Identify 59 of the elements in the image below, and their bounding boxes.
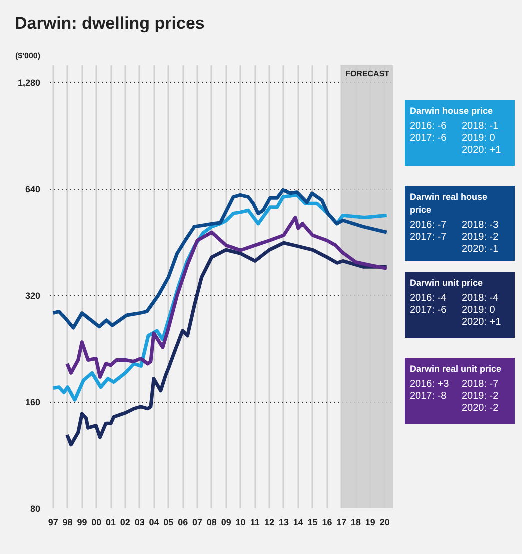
x-tick-label: 09 [221, 518, 232, 528]
text: Darwin real unit price [410, 363, 503, 376]
text: 2020: -2 [462, 402, 499, 415]
text: 2020: -1 [462, 244, 499, 256]
x-tick-label: 01 [106, 518, 116, 528]
y-tick-label: 640 [25, 184, 41, 195]
x-tick-label: 14 [293, 518, 304, 528]
x-tick-label: 15 [308, 518, 318, 528]
x-tick-label: 98 [62, 518, 73, 528]
x-tick-label: 97 [48, 518, 58, 528]
text: 2017: -6 [410, 304, 448, 317]
x-tick-label: 05 [164, 518, 174, 528]
x-tick-label: 03 [134, 518, 145, 528]
text: 2017: -7 [410, 232, 448, 244]
x-tick-label: 07 [192, 518, 203, 528]
text: 2016: -4 [410, 292, 448, 305]
text: 2018: -1 [462, 120, 500, 133]
text: 2016: +3 [410, 378, 450, 391]
text: 2019: -2 [462, 232, 499, 244]
x-tick-label: 02 [120, 518, 130, 528]
text: Darwin real house price [410, 191, 489, 217]
text: 2019: 0 [462, 132, 496, 145]
x-tick-label: 99 [77, 518, 88, 528]
y-tick-label: 320 [25, 291, 41, 302]
y-tick-label: 1,280 [18, 78, 41, 88]
x-tick-label: 16 [322, 518, 332, 528]
text: 2017: -6 [410, 132, 448, 145]
y-axis-title: ($'000) [16, 52, 41, 60]
x-tick-label: 00 [92, 518, 102, 528]
text: 2020: +1 [462, 316, 502, 329]
text: 2018: -4 [462, 292, 500, 305]
x-tick-label: 13 [278, 518, 289, 528]
x-tick-label: 18 [351, 518, 362, 528]
text: 2019: 0 [462, 304, 496, 317]
text: 2018: -7 [462, 378, 499, 391]
text: 2019: -2 [462, 390, 499, 403]
text: Darwin house price [410, 105, 494, 118]
x-tick-label: 20 [380, 518, 390, 528]
line-series [52, 188, 389, 330]
text: 2016: -6 [410, 120, 448, 133]
text: Darwin unit price [410, 277, 484, 290]
text: 2018: -3 [462, 220, 499, 232]
line-series [66, 216, 389, 379]
text: 2020: +1 [462, 144, 502, 157]
x-tick-label: 11 [250, 518, 260, 528]
x-tick-label: 12 [264, 518, 275, 528]
chart-title: Darwin: dwelling prices [14, 13, 205, 35]
x-tick-label: 04 [149, 518, 160, 528]
line-series [66, 241, 389, 447]
y-tick-label: 80 [30, 504, 41, 514]
band-label: FORECAST [346, 70, 390, 78]
text: 2017: -8 [410, 390, 448, 403]
x-tick-label: 08 [206, 518, 217, 528]
x-tick-label: 06 [178, 518, 188, 528]
y-tick-label: 160 [25, 398, 41, 408]
x-tick-label: 19 [365, 518, 376, 528]
x-tick-label: 17 [336, 518, 347, 528]
x-tick-label: 10 [236, 518, 246, 528]
text: 2016: -7 [410, 220, 448, 232]
